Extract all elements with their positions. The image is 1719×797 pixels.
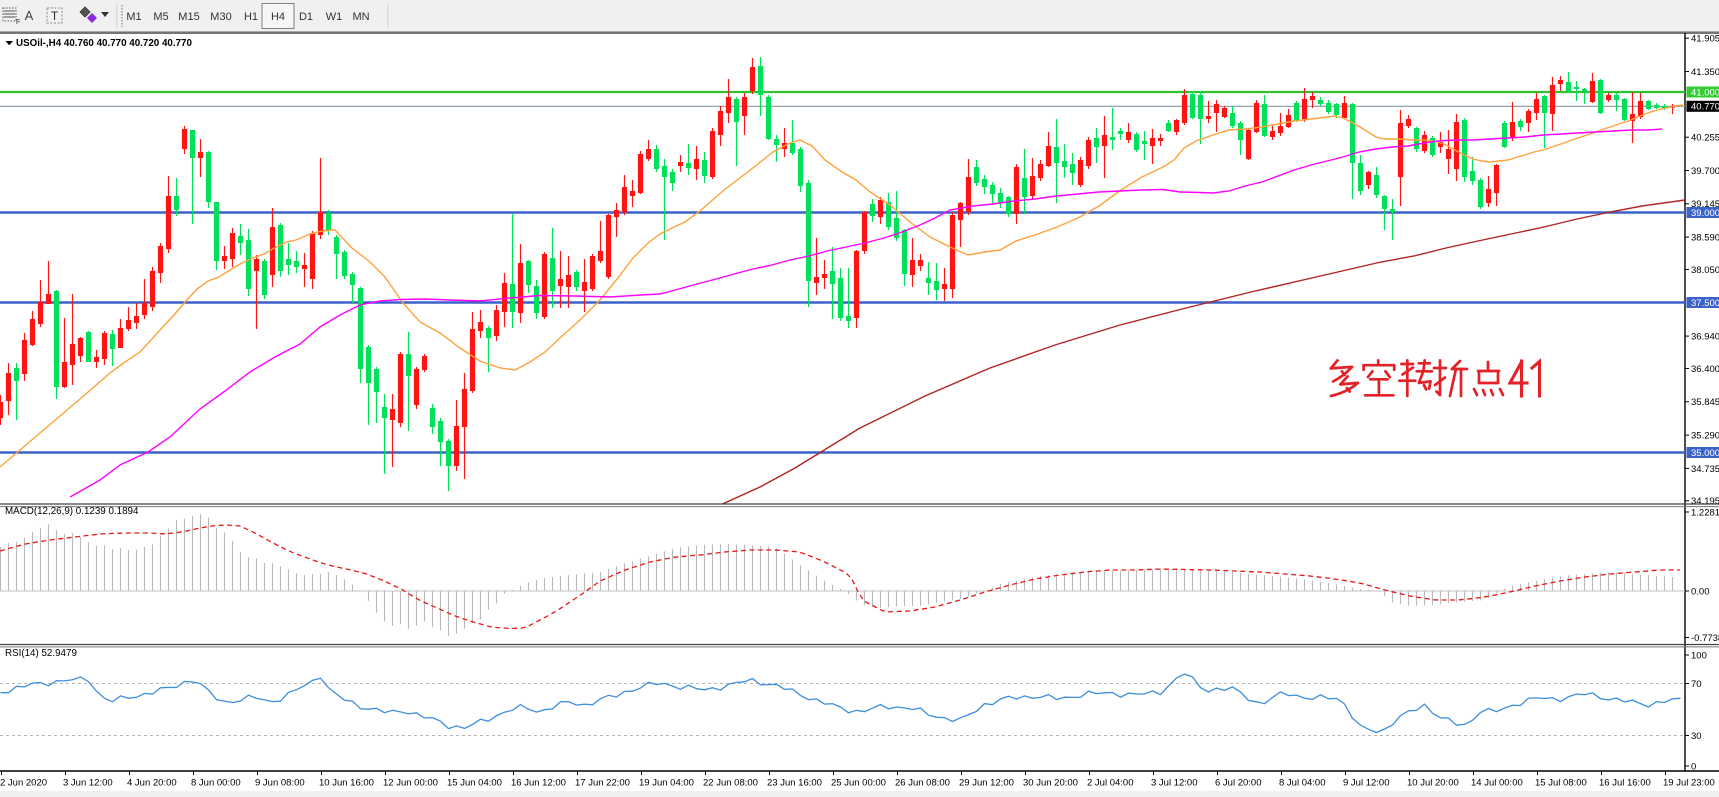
- svg-text:MACD(12,26,9) 0.1239 0.1894: MACD(12,26,9) 0.1239 0.1894: [5, 506, 139, 517]
- svg-text:F: F: [16, 19, 20, 26]
- svg-text:41.905: 41.905: [1691, 34, 1719, 45]
- svg-text:40.770: 40.770: [1691, 102, 1719, 113]
- svg-text:30: 30: [1691, 731, 1702, 742]
- svg-text:H1: H1: [244, 11, 258, 23]
- svg-text:40.255: 40.255: [1691, 133, 1719, 144]
- svg-text:14 Jul 00:00: 14 Jul 00:00: [1471, 778, 1523, 789]
- svg-text:34.195: 34.195: [1691, 496, 1719, 507]
- svg-text:M15: M15: [178, 11, 199, 23]
- svg-text:8 Jul 04:00: 8 Jul 04:00: [1279, 778, 1325, 789]
- svg-text:D1: D1: [299, 11, 313, 23]
- svg-text:M1: M1: [126, 11, 141, 23]
- svg-text:M5: M5: [153, 11, 168, 23]
- svg-text:MN: MN: [352, 11, 369, 23]
- svg-text:36.940: 36.940: [1691, 332, 1719, 343]
- svg-text:26 Jun 08:00: 26 Jun 08:00: [895, 778, 950, 789]
- svg-text:38.050: 38.050: [1691, 265, 1719, 276]
- svg-text:M30: M30: [210, 11, 231, 23]
- svg-text:38.590: 38.590: [1691, 233, 1719, 244]
- svg-text:22 Jun 08:00: 22 Jun 08:00: [703, 778, 758, 789]
- svg-text:41.000: 41.000: [1691, 87, 1719, 98]
- svg-text:23 Jun 16:00: 23 Jun 16:00: [767, 778, 822, 789]
- svg-text:35.290: 35.290: [1691, 431, 1719, 442]
- svg-text:19 Jul 23:00: 19 Jul 23:00: [1663, 778, 1715, 789]
- svg-text:0.00: 0.00: [1691, 586, 1710, 597]
- svg-text:37.500: 37.500: [1691, 298, 1719, 309]
- svg-text:A: A: [25, 8, 34, 23]
- svg-text:29 Jun 12:00: 29 Jun 12:00: [959, 778, 1014, 789]
- svg-text:12 Jun 00:00: 12 Jun 00:00: [383, 778, 438, 789]
- svg-text:17 Jun 22:00: 17 Jun 22:00: [575, 778, 630, 789]
- svg-text:T: T: [51, 9, 59, 23]
- svg-text:39.145: 39.145: [1691, 199, 1719, 210]
- svg-text:15 Jun 04:00: 15 Jun 04:00: [447, 778, 502, 789]
- svg-text:RSI(14) 52.9479: RSI(14) 52.9479: [5, 648, 77, 659]
- svg-text:W1: W1: [326, 11, 343, 23]
- svg-text:6 Jul 20:00: 6 Jul 20:00: [1215, 778, 1261, 789]
- svg-text:9 Jun 08:00: 9 Jun 08:00: [255, 778, 305, 789]
- svg-text:70: 70: [1691, 679, 1702, 690]
- svg-text:25 Jun 00:00: 25 Jun 00:00: [831, 778, 886, 789]
- svg-text:2 Jun 2020: 2 Jun 2020: [0, 778, 47, 789]
- svg-text:9 Jul 12:00: 9 Jul 12:00: [1343, 778, 1389, 789]
- svg-text:3 Jun 12:00: 3 Jun 12:00: [63, 778, 113, 789]
- svg-text:35.000: 35.000: [1691, 448, 1719, 459]
- svg-text:15 Jul 08:00: 15 Jul 08:00: [1535, 778, 1587, 789]
- svg-text:0: 0: [1691, 761, 1696, 772]
- svg-text:10 Jul 20:00: 10 Jul 20:00: [1407, 778, 1459, 789]
- svg-text:3 Jul 12:00: 3 Jul 12:00: [1151, 778, 1197, 789]
- svg-text:H4: H4: [271, 11, 285, 23]
- svg-text:39.000: 39.000: [1691, 208, 1719, 219]
- svg-text:16 Jul 16:00: 16 Jul 16:00: [1599, 778, 1651, 789]
- svg-text:36.400: 36.400: [1691, 364, 1719, 375]
- svg-text:10 Jun 16:00: 10 Jun 16:00: [319, 778, 374, 789]
- svg-text:16 Jun 12:00: 16 Jun 12:00: [511, 778, 566, 789]
- svg-text:1.2281: 1.2281: [1691, 507, 1719, 518]
- svg-text:8 Jun 00:00: 8 Jun 00:00: [191, 778, 241, 789]
- svg-text:100: 100: [1691, 650, 1707, 661]
- svg-text:35.845: 35.845: [1691, 397, 1719, 408]
- svg-text:4 Jun 20:00: 4 Jun 20:00: [127, 778, 177, 789]
- svg-text:34.735: 34.735: [1691, 464, 1719, 475]
- svg-text:-0.7738: -0.7738: [1691, 633, 1719, 644]
- svg-text:30 Jun 20:00: 30 Jun 20:00: [1023, 778, 1078, 789]
- svg-text:USOil-,H4 40.760 40.770 40.72: USOil-,H4 40.760 40.770 40.720 40.770: [16, 38, 192, 49]
- svg-text:2 Jul 04:00: 2 Jul 04:00: [1087, 778, 1133, 789]
- svg-text:19 Jun 04:00: 19 Jun 04:00: [639, 778, 694, 789]
- svg-text:41.350: 41.350: [1691, 67, 1719, 78]
- svg-text:39.700: 39.700: [1691, 166, 1719, 177]
